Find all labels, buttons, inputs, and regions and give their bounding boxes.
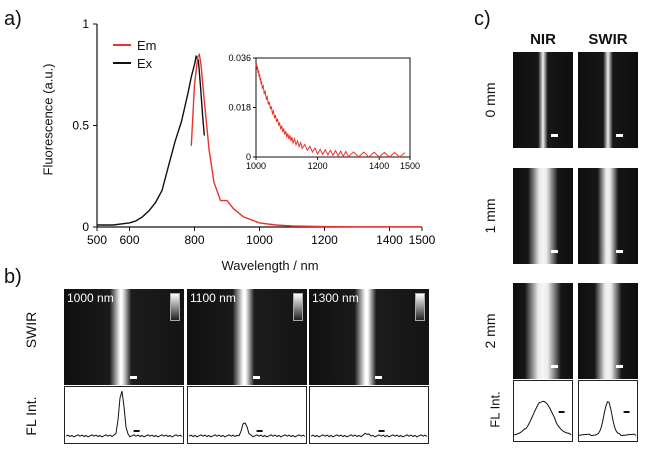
- inset-frame: [255, 57, 411, 158]
- y-tick-label: 0: [82, 220, 89, 234]
- panel-c-profile-label: FL Int.: [487, 391, 503, 428]
- depth-label: 1 mm: [482, 198, 498, 234]
- y-tick-label: 0.5: [72, 119, 89, 133]
- legend-label-em: Em: [137, 37, 157, 53]
- scale-bar: [616, 134, 623, 137]
- scale-bar: [616, 250, 623, 253]
- inset-y-tick-label: 0.036: [228, 53, 251, 63]
- depth-image-nir: [513, 52, 573, 148]
- scale-bar: [551, 250, 558, 253]
- depth-label: 0 mm: [482, 82, 498, 118]
- x-tick-label: 1000: [246, 233, 273, 247]
- y-tick-label: 1: [82, 17, 89, 31]
- x-tick-label: 1400: [376, 233, 403, 247]
- legend-item-ex: Ex: [113, 54, 157, 72]
- panel-label-c: c): [474, 8, 491, 30]
- depth-image-swir: [578, 52, 638, 148]
- intensity-profile-plot: [65, 391, 183, 438]
- panel-label-b: b): [4, 266, 22, 288]
- inset-x-tick-label: 1200: [308, 161, 328, 171]
- intensity-profile-2: [187, 386, 307, 444]
- x-tick-label: 1500: [409, 233, 436, 247]
- x-axis-label: Wavelength / nm: [221, 258, 319, 273]
- inset-y-tick-label: 0.018: [228, 103, 251, 113]
- legend-swatch-ex: [113, 62, 131, 64]
- column-header-swir: SWIR: [588, 31, 628, 48]
- inset-y-tick-label: 0: [246, 152, 251, 162]
- swir-image-2: [187, 289, 307, 385]
- swir-image-1: [64, 289, 184, 385]
- x-tick-label: 800: [184, 233, 204, 247]
- series-line-ex: [97, 54, 205, 226]
- depth-profile-plot: [579, 401, 637, 437]
- depth-image-swir: [578, 283, 638, 379]
- legend-label-ex: Ex: [137, 55, 153, 71]
- x-tick-label: 1200: [311, 233, 338, 247]
- depth-image-swir: [578, 168, 638, 264]
- intensity-profile-1: [64, 386, 184, 444]
- intensity-profile-plot: [310, 430, 428, 438]
- series-line-em: [190, 52, 422, 228]
- legend-item-em: Em: [113, 36, 157, 54]
- colorbar: [415, 293, 425, 321]
- wavelength-label: 1000 nm: [67, 291, 114, 305]
- depth-profile-plot: [513, 400, 572, 436]
- inset-x-tick-label: 1000: [246, 161, 266, 171]
- panel-b-profile-row-label: FL Int.: [23, 396, 39, 436]
- inset-series-line-em: [255, 62, 406, 158]
- profile-line: [513, 400, 572, 436]
- depth-label: 2 mm: [482, 313, 498, 349]
- inset-x-tick-label: 1500: [400, 161, 420, 171]
- scale-bar: [551, 365, 558, 368]
- profile-line: [310, 432, 428, 438]
- intensity-profile-plot: [188, 422, 306, 438]
- panel-b-image-row-label: SWIR: [23, 311, 39, 349]
- scale-bar: [616, 365, 623, 368]
- scale-bar: [551, 134, 558, 137]
- colorbar: [170, 293, 180, 321]
- x-tick-label: 600: [119, 233, 139, 247]
- y-axis-label: Fluorescence (a.u.): [40, 63, 56, 176]
- depth-image-nir: [513, 168, 573, 264]
- panel-label-a: a): [4, 8, 22, 30]
- legend: Em Ex: [113, 36, 157, 72]
- wavelength-label: 1100 nm: [190, 291, 236, 305]
- legend-swatch-em: [113, 44, 131, 46]
- depth-image-nir: [513, 283, 573, 379]
- swir-image-3: [309, 289, 429, 385]
- scale-bar: [253, 376, 260, 379]
- profile-line: [65, 391, 183, 438]
- scale-bar: [375, 376, 382, 379]
- wavelength-label: 1300 nm: [312, 291, 359, 305]
- scale-bar: [130, 376, 137, 379]
- x-tick-label: 500: [87, 233, 107, 247]
- profile-line: [188, 422, 306, 438]
- column-header-nir: NIR: [530, 31, 556, 48]
- colorbar: [293, 293, 303, 321]
- inset-x-tick-label: 1400: [369, 161, 389, 171]
- profile-line: [579, 401, 637, 437]
